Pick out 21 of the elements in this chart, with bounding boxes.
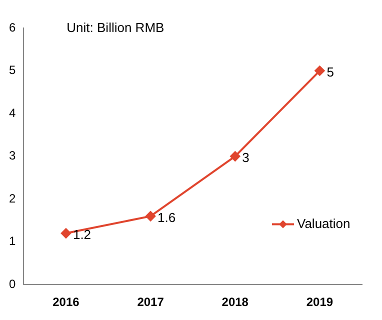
y-tick-label: 1 [8, 234, 16, 248]
y-tick-label: 6 [8, 20, 16, 34]
data-label: 3 [242, 150, 250, 165]
point [146, 211, 156, 222]
data-label: 1.2 [72, 226, 92, 242]
x-tick-label: 2017 [137, 295, 164, 310]
x-tick-label: 2018 [222, 295, 249, 310]
annotation: Unit: Billion RMB [66, 20, 164, 36]
legend-label: Valuation [297, 216, 350, 231]
y-tick-label: 3 [8, 148, 16, 163]
point [314, 66, 325, 76]
y-tick-label: 4 [8, 106, 16, 120]
data-label: 1.6 [158, 210, 176, 225]
y-tick-label: 0 [8, 276, 16, 291]
x-tick-label: 2019 [306, 295, 334, 310]
y-tick-label: 5 [8, 63, 16, 78]
data-label: 5 [326, 64, 334, 80]
x-tick-label: 2016 [52, 295, 80, 310]
point [230, 151, 240, 162]
y-tick-label: 2 [8, 191, 16, 206]
point [60, 228, 71, 238]
